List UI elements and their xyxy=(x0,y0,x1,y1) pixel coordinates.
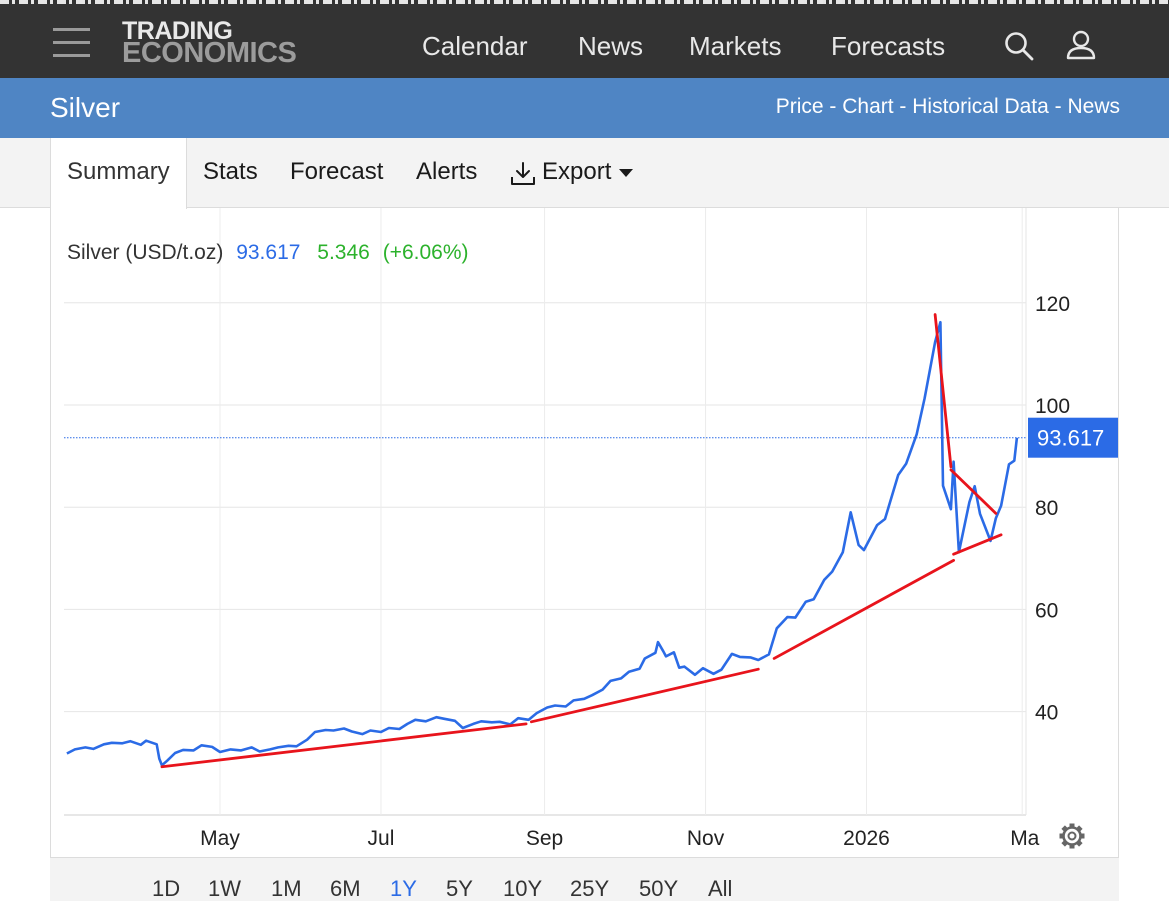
trend-line xyxy=(949,468,998,515)
y-tick-label: 40 xyxy=(1035,702,1058,725)
tab-summary[interactable]: Summary xyxy=(50,138,187,209)
y-tick-label: 60 xyxy=(1035,599,1058,622)
crumb-historical-data[interactable]: Historical Data xyxy=(912,95,1049,118)
nav-forecasts[interactable]: Forecasts xyxy=(831,31,946,61)
legend-change-pct: (+6.06%) xyxy=(383,241,469,264)
x-tick-label: Jul xyxy=(368,827,395,850)
tab-summary-label: Summary xyxy=(67,158,170,185)
y-tick-label: 120 xyxy=(1035,293,1070,316)
x-tick-label: 2026 xyxy=(843,827,890,850)
trend-line xyxy=(933,313,953,469)
search-icon[interactable] xyxy=(1004,31,1034,61)
logo[interactable]: TRADING ECONOMICS xyxy=(122,17,297,69)
range-button-1y[interactable]: 1Y xyxy=(390,876,417,901)
range-button-5y[interactable]: 5Y xyxy=(446,876,473,901)
ticker-strip xyxy=(0,0,1169,4)
user-icon[interactable] xyxy=(1066,30,1096,60)
crumb-price[interactable]: Price xyxy=(775,95,824,118)
trend-line xyxy=(772,558,955,660)
x-tick-label: Ma xyxy=(1010,827,1039,850)
trend-line xyxy=(952,533,1003,556)
gear-hub xyxy=(1067,831,1077,841)
top-header: TRADING ECONOMICS Calendar News Markets … xyxy=(0,0,1169,78)
y-tick-label: 80 xyxy=(1035,497,1058,520)
range-selector: 1D 1W 1M 6M 1Y 5Y 10Y 25Y 50Y All xyxy=(50,857,1119,901)
caret-down-icon[interactable] xyxy=(619,168,633,178)
menu-icon[interactable] xyxy=(53,28,90,58)
logo-line1: TRADING xyxy=(122,17,233,45)
range-button-10y[interactable]: 10Y xyxy=(503,876,543,901)
last-value-badge xyxy=(1028,417,1118,458)
y-tick-label: 100 xyxy=(1035,395,1070,418)
range-button-1w[interactable]: 1W xyxy=(208,876,241,901)
tab-row: Summary Stats Forecast Alerts Export xyxy=(0,138,1169,209)
x-tick-label: Nov xyxy=(687,827,725,850)
nav-calendar[interactable]: Calendar xyxy=(422,31,528,61)
crumb-separator: - xyxy=(823,95,843,118)
legend-last-value: 93.617 xyxy=(236,241,300,264)
crumb-news[interactable]: News xyxy=(1067,95,1120,118)
range-button-50y[interactable]: 50Y xyxy=(639,876,679,901)
chart-panel: 40 60 80 100 120 May Jul Sep Nov 2026 Ma 93.617 S… xyxy=(50,208,1119,901)
nav-markets[interactable]: Markets xyxy=(689,31,782,61)
crumb-chart[interactable]: Chart xyxy=(842,95,894,118)
legend-series-name: Silver (USD/t.oz) xyxy=(67,241,223,264)
tab-forecast[interactable]: Forecast xyxy=(290,158,384,185)
breadcrumb: Price - Chart - Historical Data - News xyxy=(776,95,1120,119)
nav-news[interactable]: News xyxy=(578,31,644,61)
crumb-separator: - xyxy=(893,95,913,118)
settings-gear-icon[interactable] xyxy=(1059,823,1085,849)
trend-line xyxy=(160,722,528,769)
legend: Silver (USD/t.oz) 93.617 5.346 (+6.06%) xyxy=(67,241,468,264)
range-button-25y[interactable]: 25Y xyxy=(570,876,610,901)
gear-ring xyxy=(1062,826,1082,846)
tab-alerts[interactable]: Alerts xyxy=(416,158,478,185)
tab-export[interactable]: Export xyxy=(542,158,612,185)
series-line-silver xyxy=(66,320,1019,767)
trend-line xyxy=(529,667,760,724)
download-icon[interactable] xyxy=(509,160,537,188)
range-button-1m[interactable]: 1M xyxy=(271,876,302,901)
x-tick-label: Sep xyxy=(526,827,563,850)
crumb-separator: - xyxy=(1048,95,1068,118)
range-button-all[interactable]: All xyxy=(708,876,733,901)
price-chart[interactable]: 40 60 80 100 120 May Jul Sep Nov 2026 Ma 93.617 S… xyxy=(51,208,1119,901)
title-bar: Silver Price - Chart - Historical Data -… xyxy=(0,78,1169,138)
legend-change: 5.346 xyxy=(317,241,370,264)
x-tick-label: May xyxy=(200,827,240,850)
range-button-1d[interactable]: 1D xyxy=(152,876,181,901)
range-button-6m[interactable]: 6M xyxy=(330,876,361,901)
logo-line2: ECONOMICS xyxy=(122,37,297,69)
last-value-label: 93.617 xyxy=(1037,426,1104,451)
page-title: Silver xyxy=(50,92,121,123)
tab-stats[interactable]: Stats xyxy=(203,158,258,185)
